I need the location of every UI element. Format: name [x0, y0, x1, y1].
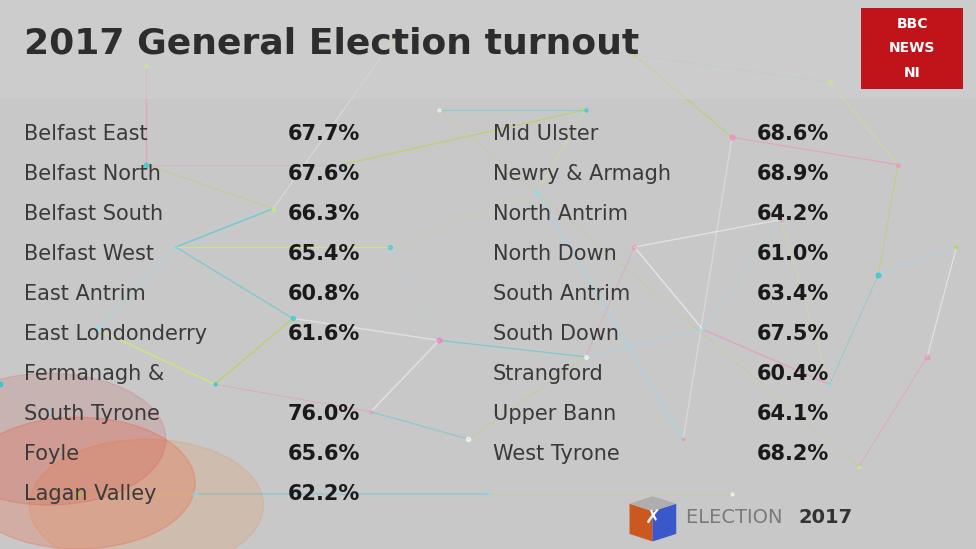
- Text: West Tyrone: West Tyrone: [493, 444, 620, 464]
- Text: 67.6%: 67.6%: [288, 164, 360, 183]
- Circle shape: [29, 439, 264, 549]
- Polygon shape: [630, 504, 653, 541]
- Text: 65.6%: 65.6%: [288, 444, 360, 464]
- Text: BBC: BBC: [896, 17, 928, 31]
- Text: NEWS: NEWS: [889, 41, 935, 55]
- Text: Fermanagh &: Fermanagh &: [24, 364, 165, 384]
- Text: Lagan Valley: Lagan Valley: [24, 484, 157, 504]
- Text: 76.0%: 76.0%: [288, 404, 360, 424]
- Text: 62.2%: 62.2%: [288, 484, 360, 504]
- Text: Foyle: Foyle: [24, 444, 79, 464]
- Text: 64.2%: 64.2%: [756, 204, 829, 223]
- Text: Upper Bann: Upper Bann: [493, 404, 616, 424]
- Polygon shape: [630, 496, 676, 511]
- Text: South Antrim: South Antrim: [493, 284, 630, 304]
- Text: South Tyrone: South Tyrone: [24, 404, 160, 424]
- Text: 2017: 2017: [798, 508, 852, 527]
- Text: ✗: ✗: [644, 509, 661, 528]
- Circle shape: [0, 373, 166, 505]
- Text: Belfast North: Belfast North: [24, 164, 161, 183]
- Text: North Down: North Down: [493, 244, 617, 264]
- Text: East Antrim: East Antrim: [24, 284, 146, 304]
- Text: 67.5%: 67.5%: [756, 324, 829, 344]
- Text: 60.8%: 60.8%: [288, 284, 360, 304]
- Text: Strangford: Strangford: [493, 364, 603, 384]
- Text: 67.7%: 67.7%: [288, 124, 360, 143]
- FancyBboxPatch shape: [861, 8, 963, 89]
- Text: 68.2%: 68.2%: [756, 444, 829, 464]
- Text: East Londonderry: East Londonderry: [24, 324, 208, 344]
- Text: 68.6%: 68.6%: [756, 124, 829, 143]
- Text: South Down: South Down: [493, 324, 619, 344]
- Polygon shape: [653, 504, 676, 541]
- Text: 2017 General Election turnout: 2017 General Election turnout: [24, 27, 639, 61]
- Circle shape: [0, 417, 195, 549]
- Text: North Antrim: North Antrim: [493, 204, 628, 223]
- Text: 68.9%: 68.9%: [756, 164, 829, 183]
- Text: 60.4%: 60.4%: [756, 364, 829, 384]
- Text: Belfast South: Belfast South: [24, 204, 164, 223]
- Text: 61.0%: 61.0%: [756, 244, 829, 264]
- Text: ELECTION: ELECTION: [686, 508, 789, 527]
- Text: 61.6%: 61.6%: [288, 324, 360, 344]
- Text: NI: NI: [904, 66, 920, 80]
- Text: 64.1%: 64.1%: [756, 404, 829, 424]
- Text: Belfast East: Belfast East: [24, 124, 148, 143]
- Text: Newry & Armagh: Newry & Armagh: [493, 164, 671, 183]
- Text: Mid Ulster: Mid Ulster: [493, 124, 598, 143]
- Text: 63.4%: 63.4%: [756, 284, 829, 304]
- FancyBboxPatch shape: [0, 0, 976, 99]
- Text: Belfast West: Belfast West: [24, 244, 154, 264]
- Text: 65.4%: 65.4%: [288, 244, 360, 264]
- Text: 66.3%: 66.3%: [288, 204, 360, 223]
